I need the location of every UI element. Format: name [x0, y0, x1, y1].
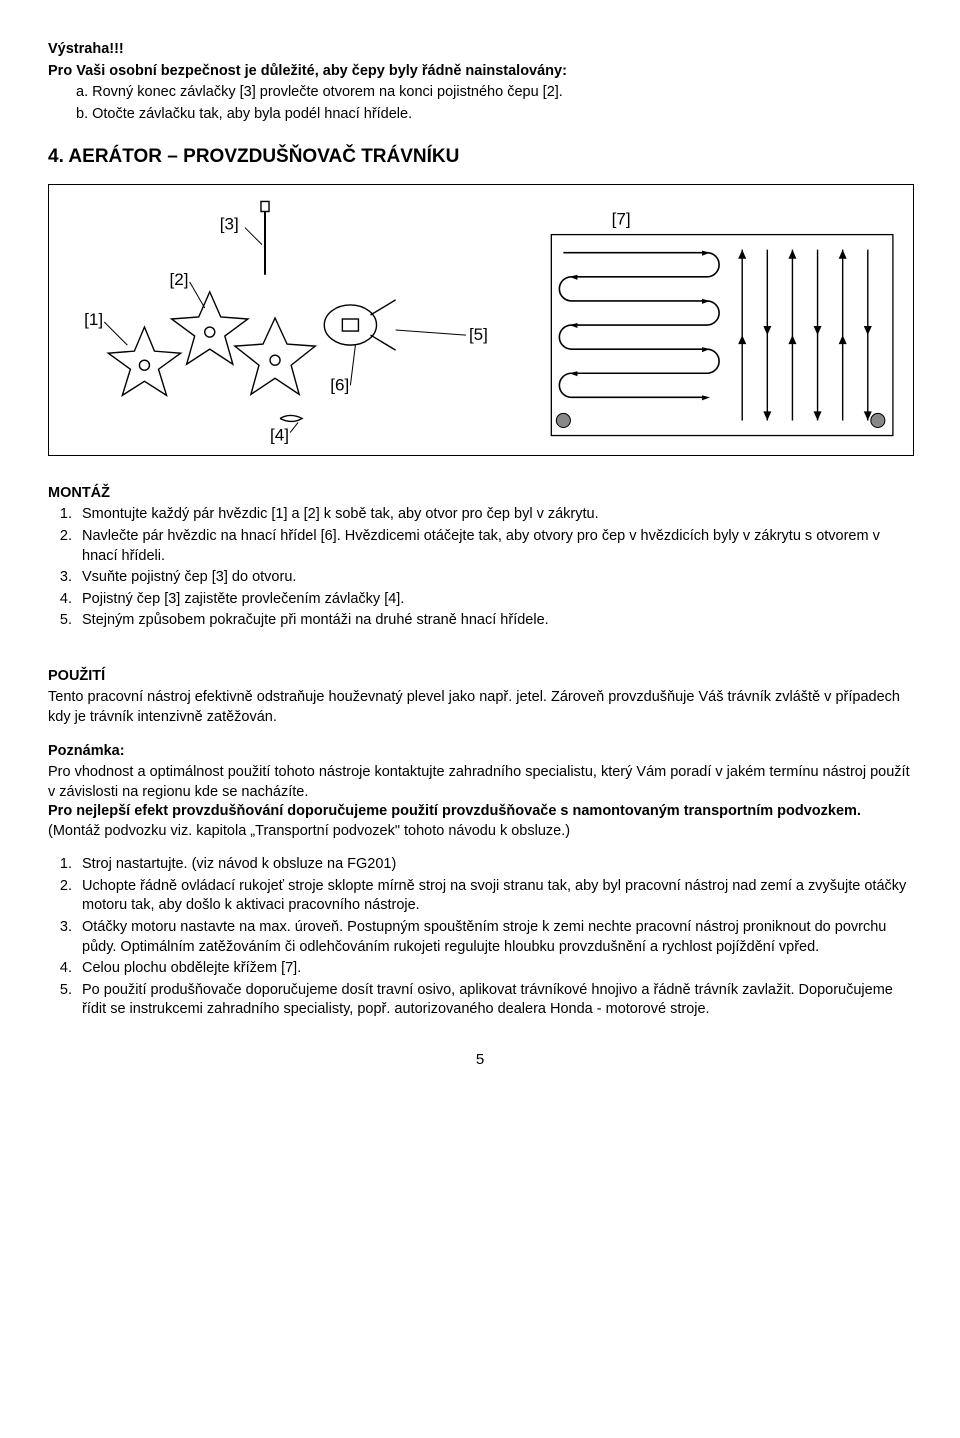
page-number: 5 [48, 1050, 912, 1070]
diagram-label-1: [1] [84, 310, 103, 329]
diagram-label-6: [6] [330, 375, 349, 394]
diagram-label-3: [3] [220, 214, 239, 233]
step-2: Uchopte řádně ovládací rukojeť stroje sk… [76, 877, 912, 916]
montaz-heading: MONTÁŽ [48, 484, 912, 504]
step-5: Po použití produšňovače doporučujeme dos… [76, 981, 912, 1020]
diagram-figure: [1] [2] [3] [4] [5] [6] [7] [48, 184, 914, 456]
montaz-item-1: Smontujte každý pár hvězdic [1] a [2] k … [76, 505, 912, 525]
pouziti-para: Tento pracovní nástroj efektivně odstraň… [48, 688, 912, 727]
poznamka-p2: Pro nejlepší efekt provzdušňování doporu… [48, 802, 912, 822]
poznamka-p3: (Montáž podvozku viz. kapitola „Transpor… [48, 822, 912, 842]
warning-list: a. Rovný konec závlačky [3] provlečte ot… [76, 83, 912, 124]
warning-title: Výstraha!!! [48, 40, 912, 60]
montaz-item-4: Pojistný čep [3] zajistěte provlečením z… [76, 590, 912, 610]
montaz-item-3: Vsuňte pojistný čep [3] do otvoru. [76, 568, 912, 588]
warning-item-a: a. Rovný konec závlačky [3] provlečte ot… [76, 83, 912, 103]
steps-list: Stroj nastartujte. (viz návod k obsluze … [48, 855, 912, 1020]
poznamka-heading: Poznámka: [48, 742, 912, 762]
poznamka-p1: Pro vhodnost a optimálnost použití tohot… [48, 763, 912, 802]
warning-text: Pro Vaši osobní bezpečnost je důležité, … [48, 62, 912, 82]
montaz-item-5: Stejným způsobem pokračujte při montáži … [76, 611, 912, 631]
diagram-label-7: [7] [612, 209, 631, 228]
warning-item-b: b. Otočte závlačku tak, aby byla podél h… [76, 105, 912, 125]
diagram-label-5: [5] [469, 325, 488, 344]
montaz-list: Smontujte každý pár hvězdic [1] a [2] k … [48, 505, 912, 630]
step-4: Celou plochu obdělejte křížem [7]. [76, 959, 912, 979]
diagram-label-4: [4] [270, 425, 289, 444]
montaz-item-2: Navlečte pár hvězdic na hnací hřídel [6]… [76, 527, 912, 566]
pouziti-heading: POUŽITÍ [48, 667, 912, 687]
step-1: Stroj nastartujte. (viz návod k obsluze … [76, 855, 912, 875]
diagram-label-2: [2] [170, 270, 189, 289]
step-3: Otáčky motoru nastavte na max. úroveň. P… [76, 918, 912, 957]
section-heading: 4. AERÁTOR – PROVZDUŠŇOVAČ TRÁVNÍKU [48, 144, 912, 170]
